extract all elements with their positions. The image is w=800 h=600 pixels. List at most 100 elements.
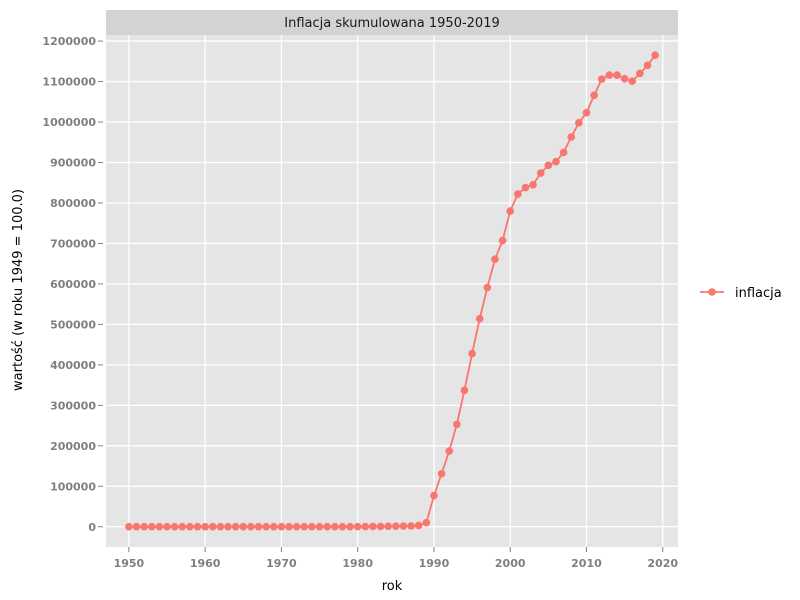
legend: inflacja [700,286,782,301]
series-line-inflacja [128,54,656,528]
data-point-1997 [483,283,492,292]
legend-point-swatch [708,288,716,296]
data-point-1991 [437,469,446,478]
data-point-2013 [605,71,614,79]
data-point-1959 [193,522,202,531]
data-point-2015 [620,74,629,83]
y-tick-label: 1200000 [42,35,96,48]
data-point-2009 [575,119,583,127]
data-point-1985 [392,522,400,530]
x-tick-label: 1970 [266,557,297,570]
data-point-1980 [353,522,362,531]
data-point-1961 [208,522,217,531]
data-point-1954 [155,522,164,531]
data-point-2008 [567,133,576,141]
x-tick-label: 1990 [419,557,450,570]
data-point-2014 [613,71,621,79]
data-point-1998 [491,255,499,264]
chart-title: Inflacja skumulowana 1950-2019 [284,16,500,31]
data-point-2010 [582,108,591,117]
data-point-1957 [178,522,187,531]
data-point-1979 [346,522,354,531]
plot-panel [106,35,678,547]
data-point-1969 [269,522,278,531]
data-point-2003 [529,180,537,189]
x-axis-ticks: 1950 1960 1970 1980 1990 2000 2010 2020 [114,547,678,570]
data-point-1970 [277,522,286,531]
y-tick-label: 100000 [50,480,96,493]
data-point-1999 [498,236,507,245]
data-point-1963 [224,522,232,531]
data-point-2007 [559,148,568,157]
x-tick-label: 1960 [190,557,221,570]
y-tick-label: 200000 [50,440,96,453]
data-point-2006 [552,157,560,166]
data-point-1950 [125,522,133,531]
data-point-2000 [506,207,515,215]
data-point-2012 [597,75,606,83]
data-point-1952 [140,522,148,531]
data-point-1956 [170,522,179,531]
data-point-1981 [361,522,370,531]
data-point-2002 [521,183,530,192]
data-point-1995 [468,349,476,358]
data-point-1951 [132,522,141,531]
data-point-1973 [300,522,309,531]
data-point-1977 [331,522,339,531]
y-tick-label: 600000 [50,278,96,291]
data-point-1960 [201,522,209,531]
y-tick-label: 800000 [50,197,96,210]
data-point-1975 [315,522,324,531]
y-tick-label: 0 [88,521,96,534]
data-point-1983 [376,522,385,531]
y-tick-label: 1000000 [42,116,96,129]
y-axis-ticks: 0 100000 200000 300000 400000 500000 600000 700… [42,35,103,534]
data-point-1968 [262,522,270,531]
x-axis-title: rok [382,579,403,594]
data-point-1994 [460,386,469,395]
data-point-1967 [254,522,263,531]
data-point-1987 [407,522,415,530]
data-point-1962 [216,522,225,531]
data-point-1958 [186,522,194,531]
y-tick-label: 300000 [50,399,96,412]
legend-label: inflacja [735,286,782,301]
data-point-2001 [514,190,522,198]
data-point-1978 [338,522,347,531]
facet-strip [106,10,678,35]
y-tick-label: 500000 [50,318,96,331]
y-tick-label: 700000 [50,237,96,250]
data-point-2016 [628,77,637,85]
x-tick-label: 2010 [571,557,602,570]
data-point-1993 [453,420,461,429]
data-point-1986 [399,522,408,530]
data-point-1989 [422,518,431,527]
y-tick-label: 1100000 [42,76,96,89]
data-point-1964 [231,522,240,531]
x-tick-label: 2020 [647,557,678,570]
data-point-1974 [308,522,316,531]
data-point-1965 [239,522,248,531]
y-tick-label: 400000 [50,359,96,372]
data-point-2019 [651,51,659,60]
data-point-2011 [590,91,598,100]
data-point-1972 [292,522,301,531]
y-tick-label: 900000 [50,156,96,169]
data-point-1982 [369,522,377,531]
x-tick-label: 2000 [495,557,526,570]
data-point-2005 [544,161,553,170]
data-point-2017 [636,69,644,78]
data-point-1953 [147,522,156,531]
data-point-1996 [475,314,484,323]
series-layer [125,51,659,531]
data-point-1971 [285,522,293,531]
data-point-2018 [643,61,652,70]
y-axis-title: wartość (w roku 1949 = 100.0) [11,189,26,391]
data-point-1955 [163,522,171,531]
x-tick-label: 1950 [114,557,145,570]
data-point-1992 [445,447,454,455]
x-tick-label: 1980 [342,557,373,570]
data-point-2004 [536,169,545,177]
